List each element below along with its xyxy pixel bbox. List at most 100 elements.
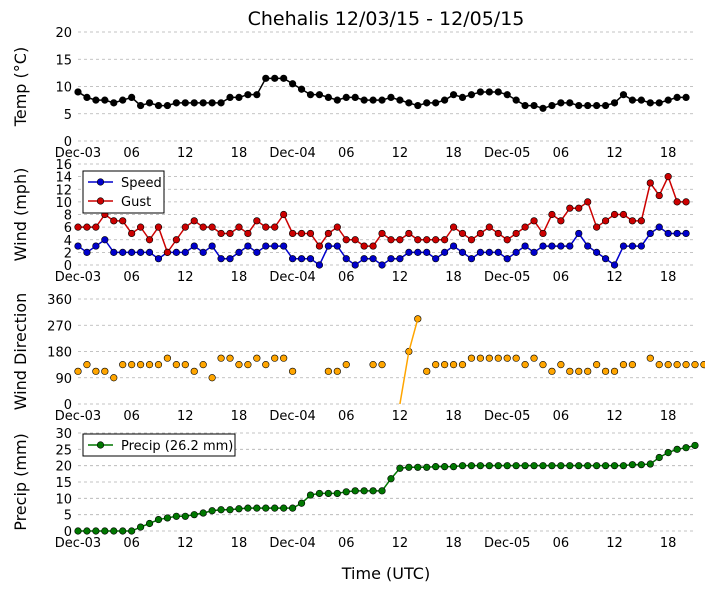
y-tick-label: 180 (47, 346, 72, 361)
data-point (539, 462, 547, 470)
data-point (467, 236, 476, 244)
data-point (262, 504, 270, 512)
data-point (610, 261, 619, 269)
data-point (74, 367, 82, 375)
data-point (557, 462, 565, 470)
data-point (217, 354, 225, 362)
data-point (324, 367, 332, 375)
y-tick-label: 6 (64, 221, 72, 236)
data-point (503, 255, 511, 263)
data-point (619, 210, 628, 219)
data-point (530, 101, 538, 110)
data-point (610, 367, 619, 375)
x-tick-label: 12 (392, 146, 409, 161)
y-tick-label: 20 (55, 26, 72, 41)
data-point (83, 93, 91, 101)
data-point (83, 361, 91, 369)
data-point (423, 99, 431, 107)
data-point (458, 229, 467, 238)
x-tick-label: Dec-03 (55, 146, 101, 161)
data-point (297, 255, 306, 263)
x-tick-label: 06 (123, 270, 140, 285)
data-point (360, 96, 368, 104)
data-point (467, 462, 476, 470)
x-tick-label: 12 (606, 146, 623, 161)
data-point (682, 229, 690, 238)
data-point (369, 96, 377, 104)
data-point (83, 527, 91, 535)
data-point (119, 361, 127, 369)
data-point (566, 242, 574, 250)
x-tick-label: 06 (338, 536, 355, 551)
data-point (333, 96, 341, 104)
x-tick-label: 06 (123, 146, 140, 161)
data-point (441, 248, 449, 256)
data-point (664, 173, 672, 181)
data-point (253, 217, 261, 225)
x-tick-label: 18 (660, 146, 677, 161)
data-point (557, 242, 565, 250)
data-point (575, 204, 583, 212)
data-point (271, 504, 279, 512)
data-point (539, 242, 547, 250)
x-tick-label: 12 (177, 146, 194, 161)
data-point (190, 217, 198, 225)
data-point (181, 99, 189, 107)
data-point (289, 367, 297, 375)
x-tick-label: 06 (338, 270, 355, 285)
data-point (324, 242, 332, 250)
x-tick-label: Dec-05 (484, 409, 530, 424)
data-point (610, 210, 619, 219)
data-point (280, 504, 288, 512)
x-tick-label: 06 (338, 409, 355, 424)
data-point (548, 210, 556, 219)
panel-3: 0 90 180 270 360 Dec-03 06 12 18 Dec-04 06 12 18 Dec-… (11, 293, 705, 424)
data-point (289, 229, 297, 238)
data-point (521, 242, 529, 250)
data-point (682, 198, 690, 206)
data-point (575, 367, 583, 375)
x-tick-label: 18 (231, 270, 248, 285)
x-axis-label: Time (UTC) (341, 564, 430, 583)
data-point (74, 242, 82, 250)
data-point (405, 99, 413, 107)
data-point (655, 191, 663, 200)
data-point (619, 91, 628, 99)
data-point (145, 519, 154, 528)
data-point (253, 248, 261, 256)
data-point (315, 91, 324, 99)
y-tick-label: 0 (64, 135, 72, 150)
data-point (476, 462, 484, 470)
data-point (83, 223, 91, 231)
data-point (119, 96, 127, 104)
x-tick-label: Dec-04 (269, 270, 315, 285)
data-point (208, 507, 216, 515)
data-point (289, 255, 297, 263)
data-point (655, 99, 663, 107)
data-point (467, 255, 476, 263)
x-tick-label: 12 (177, 409, 194, 424)
data-point (244, 242, 252, 250)
data-point (217, 506, 225, 514)
data-point (92, 527, 100, 535)
data-point (145, 248, 154, 256)
data-point (244, 229, 252, 238)
data-point (101, 96, 109, 104)
data-point (378, 229, 386, 238)
data-point (521, 462, 529, 470)
data-point (700, 361, 705, 369)
x-tick-label: 06 (553, 146, 570, 161)
x-tick-label: 06 (338, 146, 355, 161)
data-point (584, 198, 592, 206)
data-point (199, 509, 207, 517)
data-point (190, 99, 198, 107)
data-point (110, 527, 118, 535)
data-point (101, 236, 109, 244)
x-tick-label: Dec-05 (484, 146, 530, 161)
data-point (521, 361, 529, 369)
data-point (530, 248, 538, 256)
data-point (467, 354, 476, 362)
x-tick-label: Dec-05 (484, 270, 530, 285)
data-point (637, 461, 645, 469)
data-point (342, 488, 350, 496)
